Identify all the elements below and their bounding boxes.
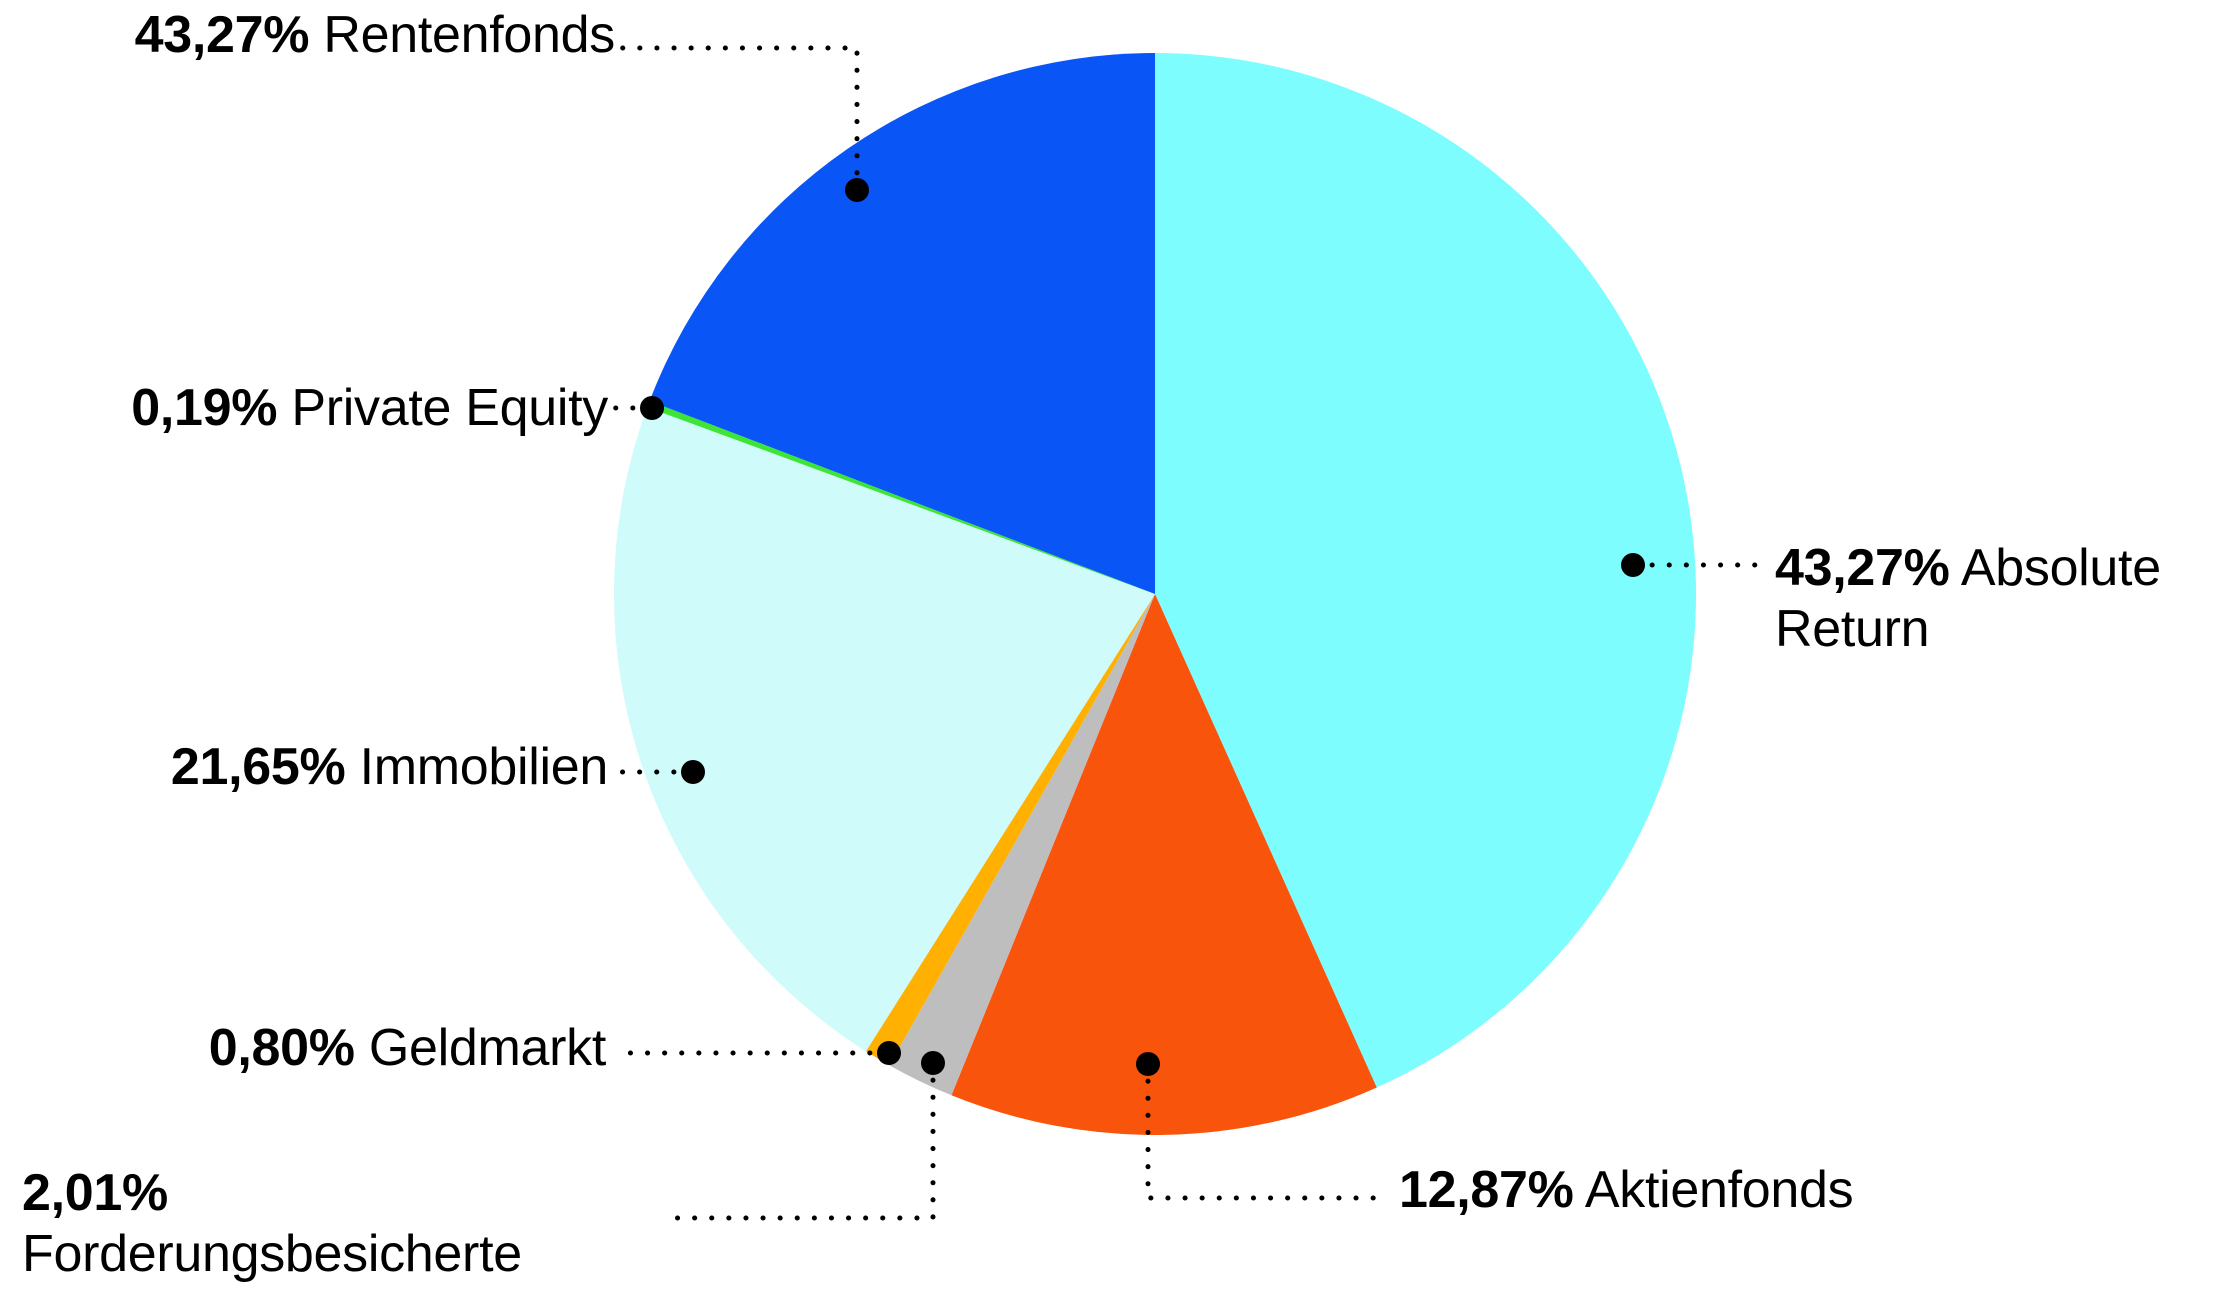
pie-slice-forderungsbesicherte-fonds[interactable] bbox=[889, 594, 1155, 1096]
pie-slice-immobilien[interactable] bbox=[614, 407, 1155, 1052]
slice-label-rentenfonds: 43,27% Rentenfonds bbox=[95, 5, 616, 66]
pie-anchor-dots bbox=[640, 178, 1645, 1076]
anchor-dot-immobilien bbox=[681, 760, 705, 784]
slice-name-forderungsbesicherte-fonds: Forderungsbesicherte Fonds bbox=[22, 1225, 522, 1292]
slice-value-aktienfonds: 12,87% bbox=[1399, 1161, 1574, 1219]
anchor-dot-private-equity bbox=[640, 396, 664, 420]
pie-wedges bbox=[614, 53, 1697, 1136]
slice-label-absolute-return: 43,27% Absolute Return bbox=[1775, 538, 2213, 661]
slice-name-absolute-return: Absolute Return bbox=[1775, 539, 2161, 659]
pie-leader-lines bbox=[607, 45, 1765, 1221]
anchor-dot-forderungsbesicherte-fonds bbox=[921, 1051, 945, 1075]
slice-label-immobilien: 21,65% Immobilien bbox=[45, 737, 608, 798]
slice-label-private-equity: 0,19% Private Equity bbox=[43, 378, 608, 439]
slice-name-aktienfonds: Aktienfonds bbox=[1584, 1161, 1854, 1219]
slice-value-immobilien: 21,65% bbox=[170, 738, 346, 796]
anchor-dot-absolute-return bbox=[1621, 553, 1645, 577]
slice-value-forderungsbesicherte-fonds: 2,01% bbox=[22, 1164, 168, 1222]
slice-label-geldmarkt: 0,80% Geldmarkt bbox=[196, 1018, 607, 1079]
slice-value-rentenfonds: 43,27% bbox=[134, 6, 310, 64]
slice-label-forderungsbesicherte-fonds: 2,01% Forderungsbesicherte Fonds bbox=[22, 1163, 647, 1292]
pie-slice-aktienfonds[interactable] bbox=[951, 594, 1377, 1136]
slice-name-geldmarkt: Geldmarkt bbox=[368, 1019, 606, 1077]
pie-slice-absolute-return[interactable] bbox=[1155, 53, 1697, 1088]
slice-value-private-equity: 0,19% bbox=[131, 379, 278, 437]
slice-value-geldmarkt: 0,80% bbox=[208, 1019, 355, 1077]
slice-name-immobilien: Immobilien bbox=[359, 738, 609, 796]
anchor-dot-geldmarkt bbox=[877, 1041, 901, 1065]
slice-name-private-equity: Private Equity bbox=[291, 379, 608, 437]
pie-slice-rentenfonds[interactable] bbox=[649, 53, 1155, 594]
slice-label-aktienfonds: 12,87% Aktienfonds bbox=[1399, 1160, 2039, 1221]
anchor-dot-rentenfonds bbox=[845, 178, 869, 202]
anchor-dot-aktienfonds bbox=[1136, 1052, 1160, 1076]
leader-line-rentenfonds bbox=[609, 45, 860, 193]
slice-value-absolute-return: 43,27% bbox=[1775, 539, 1950, 597]
leader-line-forderungsbesicherte-fonds bbox=[666, 1060, 936, 1221]
pie-slice-geldmarkt[interactable] bbox=[865, 594, 1155, 1066]
slice-name-rentenfonds: Rentenfonds bbox=[323, 6, 615, 64]
pie-slice-private-equity[interactable] bbox=[647, 401, 1155, 594]
